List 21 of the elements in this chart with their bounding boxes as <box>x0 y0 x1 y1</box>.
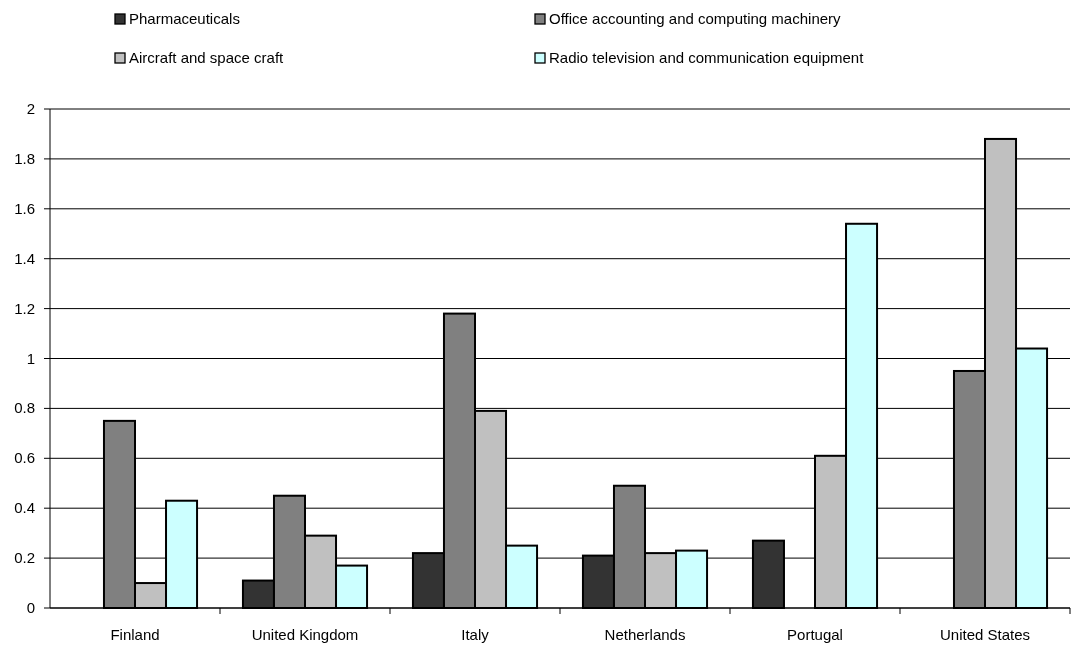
legend-label: Radio television and communication equipment <box>549 49 865 66</box>
x-tick-label: Portugal <box>787 626 843 643</box>
x-tick-label: United States <box>939 626 1031 643</box>
y-tick-label: 1 <box>26 349 35 367</box>
y-tick-label: 0.8 <box>14 399 35 417</box>
x-tick-label: United Kingdom <box>251 626 359 643</box>
y-tick-label: 1.8 <box>14 149 35 167</box>
y-tick-label: 1.2 <box>14 299 35 317</box>
y-tick-label: 1.6 <box>14 199 35 217</box>
y-tick-label: 0.2 <box>14 549 35 567</box>
legend-label: Aircraft and space craft <box>129 49 285 66</box>
y-tick-label: 1.4 <box>14 249 35 267</box>
y-tick-label: 2 <box>26 100 35 117</box>
y-tick-label: 0.6 <box>14 449 35 467</box>
x-tick-label: Finland <box>110 626 160 643</box>
x-tick-label: Netherlands <box>604 626 686 643</box>
y-tick-label: 0 <box>26 599 35 616</box>
legend-label: Office accounting and computing machinery <box>549 10 842 27</box>
legend-label: Pharmaceuticals <box>129 10 240 27</box>
y-tick-label: 0.4 <box>14 499 35 517</box>
x-tick-label: Italy <box>461 626 490 643</box>
